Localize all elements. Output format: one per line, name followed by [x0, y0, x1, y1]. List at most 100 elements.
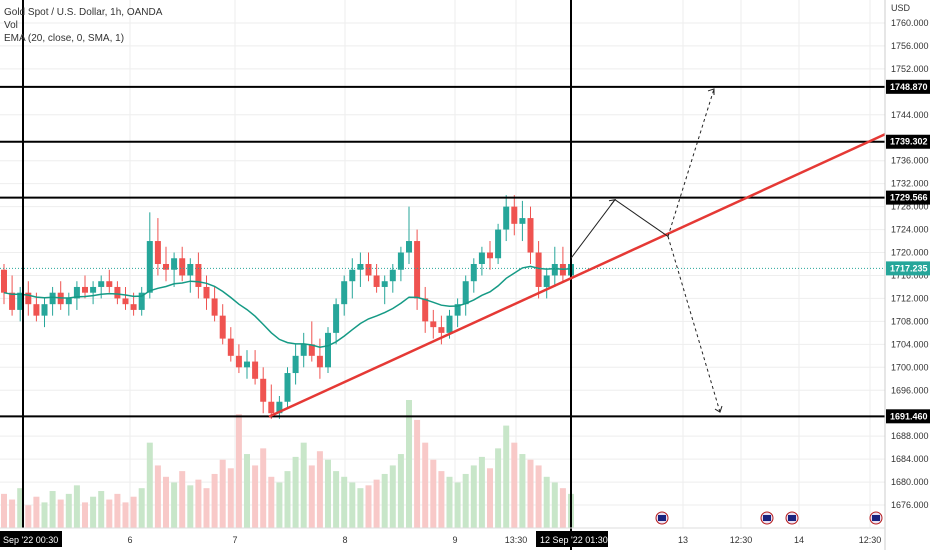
volume-bar	[422, 442, 429, 528]
candle-body	[325, 332, 331, 368]
candle-body	[422, 298, 429, 322]
candle-body	[260, 378, 267, 402]
y-tick-label: 1720.000	[891, 248, 929, 258]
candle-body	[454, 304, 461, 316]
volume-bar	[9, 499, 16, 528]
volume-bar	[138, 488, 145, 528]
candle-body	[9, 292, 16, 310]
candle-body	[357, 264, 364, 270]
volume-bar	[73, 485, 80, 528]
ema-line	[3, 265, 572, 348]
x-tick-label: 9	[452, 535, 457, 545]
candle-body	[252, 361, 259, 379]
y-tick-label: 1676.000	[891, 500, 929, 510]
projection-path	[570, 199, 669, 259]
price-level-tag	[886, 409, 930, 424]
event-flag-icon	[763, 515, 771, 521]
candle-body	[341, 281, 348, 305]
ascending-trendline	[268, 133, 886, 418]
time-crosshair-value: 12 Sep '22 01:30	[540, 535, 608, 545]
volume-bar	[17, 488, 24, 528]
candle-body	[470, 264, 477, 282]
x-tick-label: 14	[794, 535, 804, 545]
x-tick-label: 7	[232, 535, 237, 545]
y-tick-label: 1752.000	[891, 64, 929, 74]
symbol-title[interactable]: Gold Spot / U.S. Dollar, 1h, OANDA	[4, 7, 163, 18]
candle-body	[195, 264, 202, 287]
volume-bar	[316, 451, 323, 528]
candle-body	[235, 355, 242, 368]
volume-bar	[195, 479, 202, 528]
candle-body	[98, 281, 105, 287]
candle-body	[300, 344, 307, 356]
volume-bar	[163, 476, 169, 528]
price-level-value: 1691.460	[890, 411, 928, 421]
candle-body	[154, 241, 161, 264]
candle-body	[219, 315, 226, 339]
candle-body	[203, 286, 210, 299]
volume-bar	[235, 414, 242, 528]
volume-bar	[373, 479, 380, 528]
candle-body	[82, 286, 88, 293]
candle-body	[389, 269, 396, 282]
volume-bar	[430, 459, 437, 528]
volume-bar	[357, 488, 364, 528]
volume-bar	[454, 482, 461, 528]
y-tick-label: 1716.000	[891, 270, 929, 280]
volume-bar	[495, 448, 502, 528]
price-level-tag	[886, 79, 930, 94]
time-crosshair-tag	[0, 531, 62, 547]
volume-bar	[244, 454, 250, 528]
candle-body	[1, 269, 7, 293]
volume-bar	[219, 459, 226, 528]
ema-indicator-label[interactable]: EMA (20, close, 0, SMA, 1)	[4, 33, 125, 44]
candle-body	[276, 401, 283, 414]
y-tick-label: 1708.000	[891, 316, 929, 326]
y-tick-label: 1696.000	[891, 385, 929, 395]
volume-bar	[389, 465, 396, 528]
volume-bar	[57, 499, 64, 528]
y-tick-label: 1688.000	[891, 431, 929, 441]
candle-body	[535, 252, 542, 287]
volume-indicator-label[interactable]: Vol	[4, 20, 18, 31]
candle-body	[551, 264, 558, 276]
candle-body	[41, 304, 48, 316]
y-tick-label: 1744.000	[891, 110, 929, 120]
candle-body	[414, 241, 421, 299]
volume-bar	[171, 482, 178, 528]
candle-body	[478, 252, 485, 264]
candle-body	[73, 286, 80, 299]
y-tick-label: 1736.000	[891, 156, 929, 166]
price-level-value: 1739.302	[890, 137, 928, 147]
event-flag-icon	[658, 515, 666, 521]
volume-bar	[487, 468, 493, 528]
candle-body	[284, 373, 291, 402]
volume-bar	[519, 454, 526, 528]
volume-bar	[90, 496, 97, 528]
price-level-tag	[886, 134, 930, 149]
current-price-value: 1717.235	[890, 263, 928, 273]
volume-bar	[438, 471, 445, 528]
candle-body	[138, 292, 145, 310]
volume-bar	[252, 465, 259, 528]
event-flag-icon	[788, 515, 796, 521]
volume-bar	[559, 488, 566, 528]
candle-body	[90, 286, 97, 293]
volume-bar	[154, 465, 161, 528]
volume-bar	[187, 485, 194, 528]
candle-body	[365, 264, 372, 276]
volume-bar	[179, 471, 186, 528]
volume-bar	[292, 456, 299, 528]
x-tick-label: 12:30	[730, 535, 753, 545]
x-tick-label: 6	[127, 535, 132, 545]
candle-body	[179, 258, 186, 276]
candle-body	[106, 281, 113, 287]
candle-body	[292, 355, 299, 374]
volume-bar	[65, 493, 72, 528]
y-tick-label: 1712.000	[891, 293, 929, 303]
candle-body	[381, 281, 388, 287]
volume-bar	[406, 400, 412, 528]
volume-bar	[98, 491, 105, 528]
